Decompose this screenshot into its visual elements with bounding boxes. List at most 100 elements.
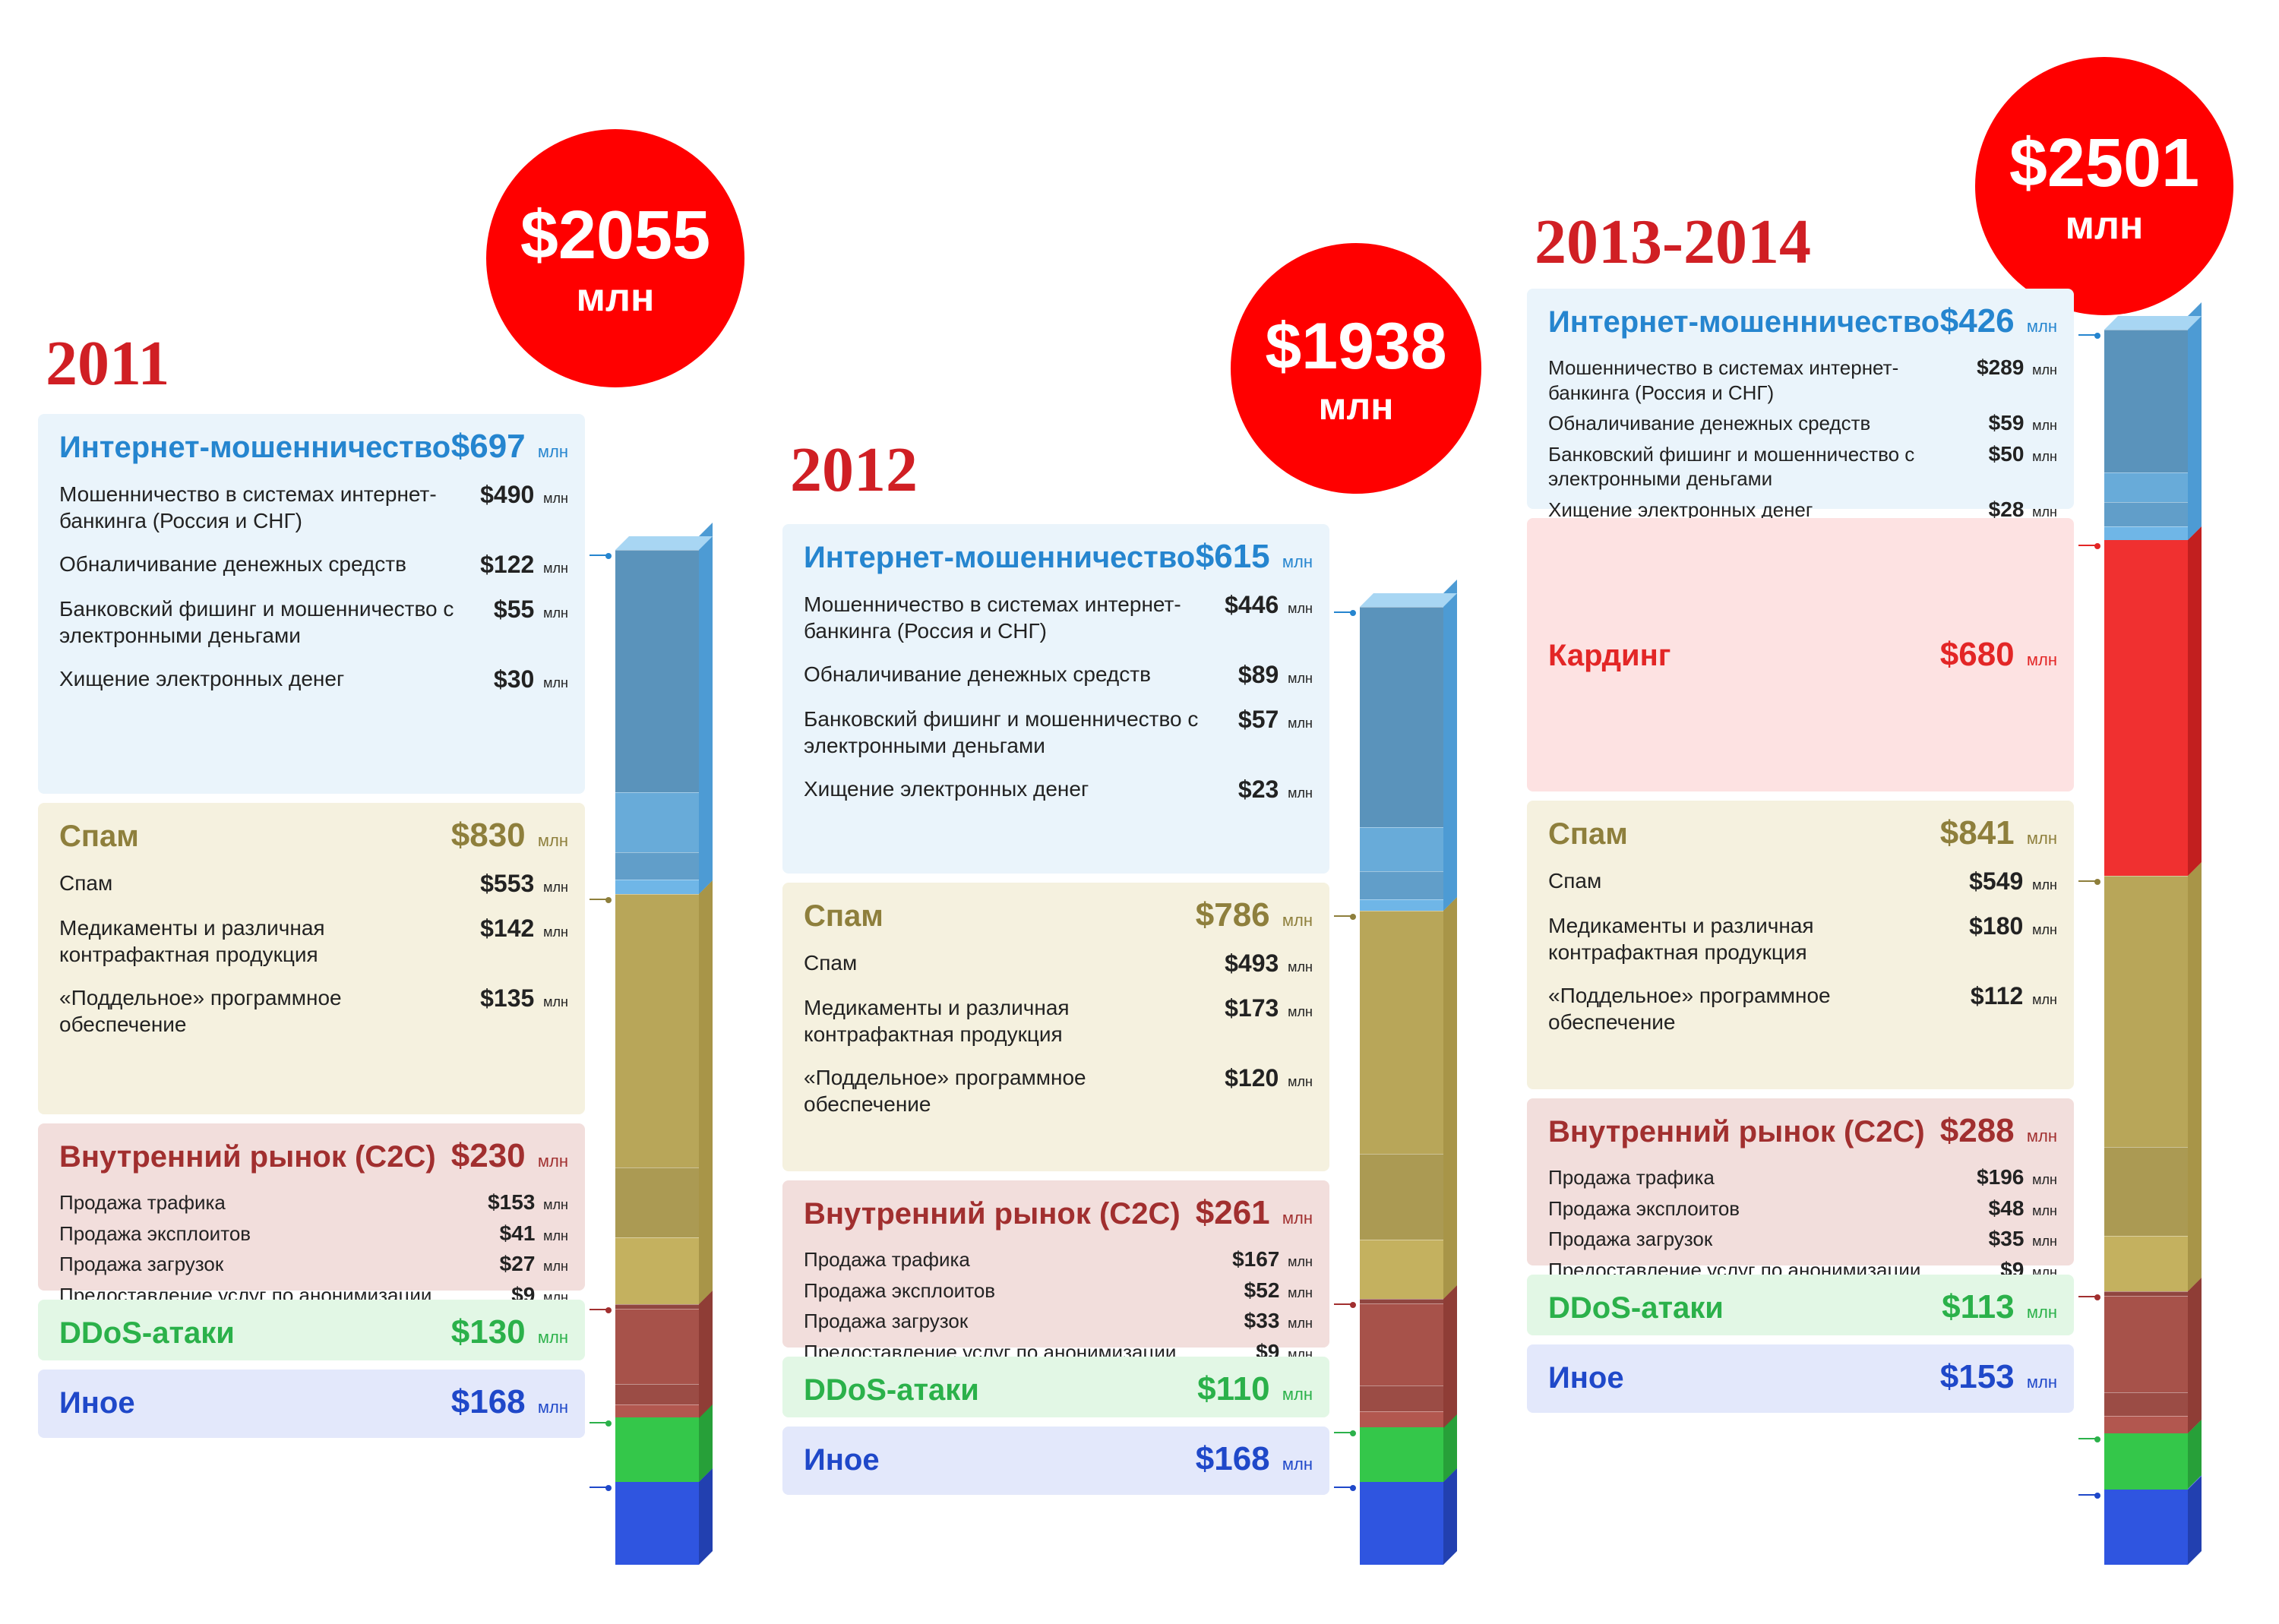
leader-spam	[1334, 915, 1354, 917]
leader-carding	[2078, 545, 2098, 546]
panel-item: Продажа трафика$167 млн	[804, 1247, 1313, 1272]
panel-spam: Спам $786 млн Спам$493 млн Медикаменты и ра…	[782, 883, 1329, 1171]
panel-fraud: Интернет-мошенничество$426 млнМошенничес…	[1527, 289, 2074, 509]
panel-item: Продажа загрузок$27 млн	[59, 1252, 568, 1277]
panel-ddos: DDoS-атаки $110 млн	[782, 1357, 1329, 1417]
panel-item: Спам$553 млн	[59, 870, 568, 898]
panel-value: $168 млн	[1196, 1440, 1313, 1478]
panel-item: «Поддельное» программное обеспечение$135…	[59, 984, 568, 1038]
panel-item: Банковский фишинг и мошенничество с элек…	[804, 706, 1313, 759]
panel-title: Внутренний рынок (C2C)	[59, 1140, 436, 1174]
bar-segment-c2c	[2104, 1291, 2188, 1433]
panel-item: Банковский фишинг и мошенничество с элек…	[59, 596, 568, 649]
panel-title: Интернет-мошенничество	[59, 431, 450, 465]
leader-other	[590, 1487, 609, 1488]
panel-ddos: DDoS-атаки $113 млн	[1527, 1275, 2074, 1335]
panel-c2c: Внутренний рынок (C2C) $230 млн Продажа тр…	[38, 1123, 585, 1291]
total-unit: млн	[2066, 203, 2144, 248]
panel-value: $697 млн	[451, 428, 568, 466]
leader-c2c	[1334, 1303, 1354, 1305]
panel-item: Обналичивание денежных средств$122 млн	[59, 551, 568, 579]
panel-title: DDoS-атаки	[804, 1373, 979, 1408]
total-amount: $1938	[1265, 309, 1446, 384]
panel-spam: Спам$830 млнСпам$553 млнМедикаменты и ра…	[38, 803, 585, 1114]
total-unit: млн	[577, 275, 655, 321]
total-badge: $1938млн	[1231, 243, 1481, 494]
panel-title: Интернет-мошенничество	[1548, 305, 1939, 340]
panel-item: Мошенничество в системах интернет-банкин…	[1548, 355, 2057, 405]
panel-item: Хищение электронных денег$30 млн	[59, 665, 568, 694]
bar-segment-c2c	[615, 1304, 699, 1418]
panel-title: Кардинг	[1548, 639, 1671, 673]
bar-segment-carding	[2104, 540, 2188, 876]
panel-item: Мошенничество в системах интернет-банкин…	[804, 591, 1313, 644]
panel-item: Обналичивание денежных средств$59 млн	[1548, 411, 2057, 436]
panel-c2c: Внутренний рынок (C2C)$288 млнПродажа тр…	[1527, 1098, 2074, 1265]
year-title: 2011	[46, 327, 169, 400]
bar-segment-ddos	[2104, 1433, 2188, 1489]
bar-segment-fraud	[2104, 330, 2188, 540]
panel-item: Продажа трафика$196 млн	[1548, 1165, 2057, 1190]
panel-value: $786 млн	[1196, 896, 1313, 934]
panel-item: Хищение электронных денег$23 млн	[804, 776, 1313, 804]
bar-segment-c2c	[1360, 1299, 1443, 1428]
bar-segment-fraud	[1360, 607, 1443, 911]
leader-ddos	[2078, 1438, 2098, 1439]
panel-carding: Кардинг $680 млн	[1527, 518, 2074, 791]
panel-spam: Спам$841 млнСпам$549 млнМедикаменты и ра…	[1527, 801, 2074, 1089]
panel-item: Банковский фишинг и мошенничество с элек…	[1548, 442, 2057, 491]
panel-value: $680 млн	[1940, 636, 2057, 674]
year-title: 2012	[790, 433, 918, 507]
total-unit: млн	[1319, 384, 1394, 428]
panel-item: Продажа эксплоитов$48 млн	[1548, 1196, 2057, 1221]
panel-title: Иное	[1548, 1361, 1624, 1395]
bar-segment-spam	[615, 894, 699, 1304]
panel-title: DDoS-атаки	[1548, 1291, 1724, 1325]
panel-fraud: Интернет-мошенничество$697 млн Мошенничес…	[38, 414, 585, 794]
bar-segment-other	[2104, 1490, 2188, 1565]
leader-spam	[590, 899, 609, 900]
panel-other: Иное $168 млн	[782, 1427, 1329, 1495]
leader-fraud	[2078, 334, 2098, 336]
panel-value: $110 млн	[1197, 1370, 1313, 1408]
panel-title: Внутренний рынок (C2C)	[1548, 1115, 1925, 1149]
panel-value: $615 млн	[1196, 538, 1313, 576]
panel-value: $230 млн	[451, 1137, 568, 1175]
leader-spam	[2078, 880, 2098, 882]
panel-value: $168 млн	[451, 1383, 568, 1421]
infographic-canvas: 2011$2055млнИнтернет-мошенничество$697 м…	[0, 0, 2279, 1624]
panel-value: $113 млн	[1942, 1288, 2057, 1326]
total-badge: $2501млн	[1975, 57, 2233, 315]
panel-title: Спам	[804, 899, 883, 934]
leader-ddos	[1334, 1432, 1354, 1433]
bar-segment-other	[615, 1482, 699, 1565]
leader-other	[2078, 1494, 2098, 1496]
panel-title: Иное	[804, 1443, 880, 1477]
panel-item: «Поддельное» программное обеспечение$112…	[1548, 982, 2057, 1035]
bar-segment-other	[1360, 1482, 1443, 1565]
leader-other	[1334, 1487, 1354, 1488]
bar-segment-spam	[2104, 876, 2188, 1291]
panel-fraud: Интернет-мошенничество$615 млнМошенничес…	[782, 524, 1329, 874]
leader-ddos	[590, 1422, 609, 1423]
bar-segment-ddos	[1360, 1427, 1443, 1482]
bar-segment-fraud	[615, 550, 699, 894]
leader-fraud	[1334, 611, 1354, 613]
bar-segment-ddos	[615, 1417, 699, 1482]
panel-item: Медикаменты и различная контрафактная пр…	[804, 994, 1313, 1047]
panel-value: $830 млн	[451, 817, 568, 855]
panel-item: Спам$549 млн	[1548, 867, 2057, 896]
panel-item: Медикаменты и различная контрафактная пр…	[59, 915, 568, 968]
panel-ddos: DDoS-атаки$130 млн	[38, 1300, 585, 1360]
panel-value: $841 млн	[1940, 814, 2057, 852]
total-amount: $2055	[520, 197, 710, 275]
panel-item: Спам$493 млн	[804, 949, 1313, 978]
panel-item: Продажа трафика$153 млн	[59, 1190, 568, 1215]
leader-c2c	[2078, 1296, 2098, 1297]
leader-fraud	[590, 554, 609, 556]
panel-other: Иное$153 млн	[1527, 1344, 2074, 1413]
panel-item: Мошенничество в системах интернет-банкин…	[59, 481, 568, 534]
total-amount: $2501	[2009, 125, 2199, 203]
panel-item: Продажа загрузок$35 млн	[1548, 1227, 2057, 1252]
panel-item: «Поддельное» программное обеспечение$120…	[804, 1064, 1313, 1117]
